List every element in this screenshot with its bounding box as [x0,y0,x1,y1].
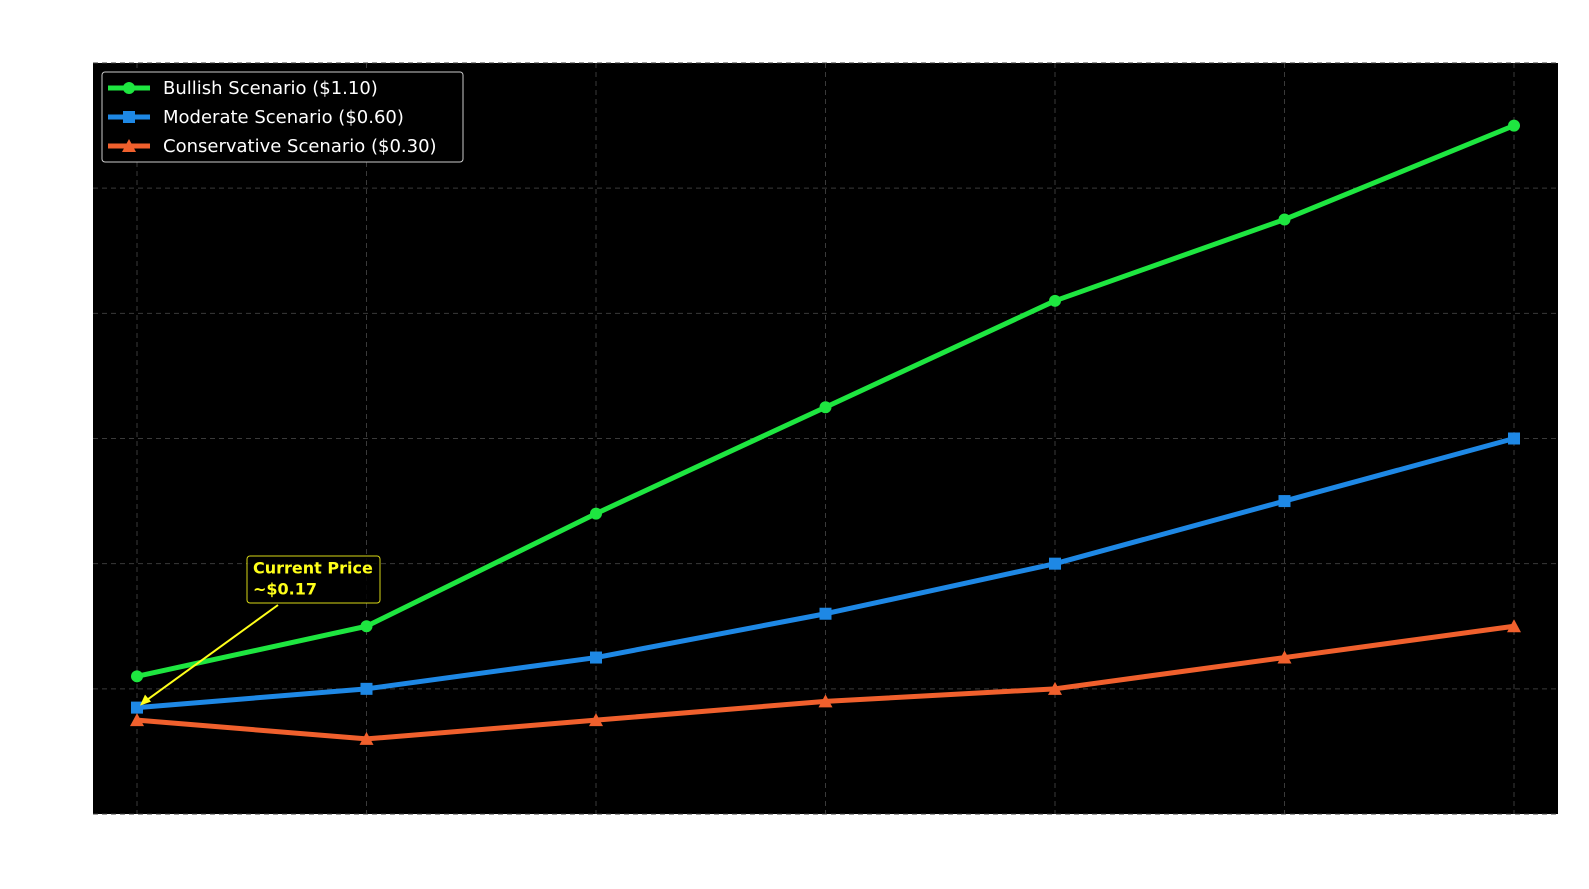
data-point [1508,432,1520,445]
data-point [360,682,373,695]
annotation-text: ~$0.17 [253,580,317,599]
legend-label: Bullish Scenario ($1.10) [163,78,378,99]
data-point [1278,495,1291,508]
data-point [1508,119,1520,132]
annotation-arrow [141,604,279,705]
legend-marker [123,111,135,123]
data-point [1277,650,1292,664]
legend-box [101,71,464,163]
data-point [131,670,143,683]
data-point [589,713,603,727]
data-point [360,620,373,633]
data-point [359,731,374,745]
annotation-text: Current Price [253,559,373,578]
data-point [1049,294,1061,307]
legend-label: Conservative Scenario ($0.30) [163,136,437,157]
legend: Bullish Scenario ($1.10) Moderate Scenari… [101,71,464,163]
data-point [590,651,602,664]
data-point [1048,681,1062,695]
data-point [819,607,832,620]
data-point [818,694,833,708]
data-point [130,713,144,727]
legend-marker [122,139,136,152]
data-point [1049,557,1061,570]
data-point [819,401,832,414]
data-point [590,507,602,520]
data-point [131,701,143,714]
annotation-arrowhead [140,694,151,706]
data-point [1507,619,1521,633]
legend-marker [123,82,135,94]
annotation-box [246,555,381,604]
data-point [1278,213,1291,226]
legend-label: Moderate Scenario ($0.60) [163,107,404,128]
